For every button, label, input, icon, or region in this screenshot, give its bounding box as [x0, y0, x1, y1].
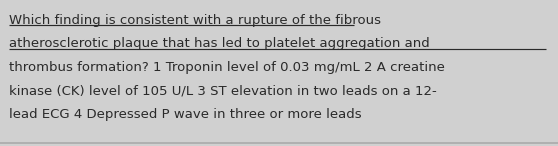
Text: Which finding is consistent with a rupture of the fibrous: Which finding is consistent with a ruptu… — [9, 14, 381, 27]
Text: kinase (CK) level of 105 U/L 3 ST elevation in two leads on a 12-: kinase (CK) level of 105 U/L 3 ST elevat… — [9, 85, 437, 98]
Text: thrombus formation? 1 Troponin level of 0.03 mg/mL 2 A creatine: thrombus formation? 1 Troponin level of … — [9, 61, 445, 74]
Text: lead ECG 4 Depressed P wave in three or more leads: lead ECG 4 Depressed P wave in three or … — [9, 108, 362, 121]
Text: atherosclerotic plaque that has led to platelet aggregation and: atherosclerotic plaque that has led to p… — [9, 38, 430, 51]
